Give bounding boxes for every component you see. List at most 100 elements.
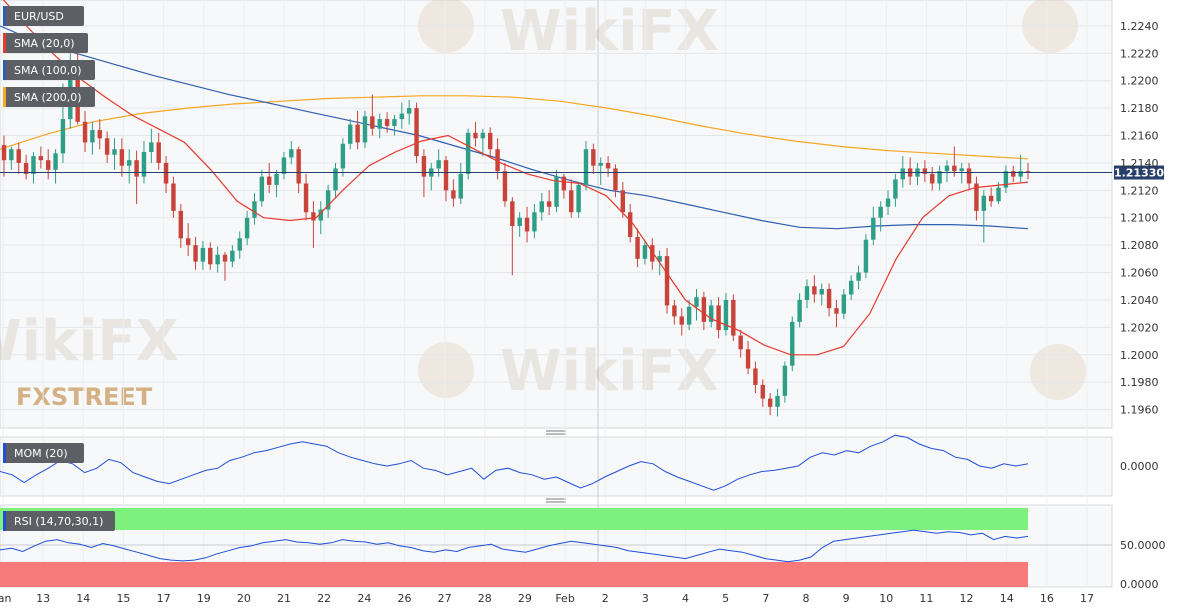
- candle-body: [480, 132, 486, 139]
- panel-resize-handle[interactable]: [546, 498, 566, 503]
- candle-body: [355, 124, 360, 143]
- watermark: WikiFX WikiFX WikiFX: [0, 0, 1086, 404]
- x-tick-label: 26: [397, 592, 411, 605]
- candle-body: [1025, 171, 1031, 173]
- candle-body: [871, 217, 876, 240]
- rsi-tick-label: 0.0000: [1120, 578, 1159, 591]
- candle-body: [819, 288, 824, 295]
- candle-body: [664, 256, 670, 306]
- legend-sma100[interactable]: SMA (100,0): [3, 60, 95, 80]
- svg-text:WikiFX: WikiFX: [500, 339, 719, 404]
- candle-body: [9, 149, 14, 161]
- candle-body: [303, 183, 309, 213]
- candle-body: [31, 156, 36, 174]
- candle-body: [495, 149, 500, 172]
- x-tick-label: 14: [1000, 592, 1014, 605]
- candle-body: [112, 149, 117, 155]
- mom-panel-bg: [0, 436, 1113, 497]
- candle-body: [348, 124, 353, 144]
- candle-body: [591, 149, 596, 166]
- x-tick-label: 15: [116, 592, 130, 605]
- candle-body: [760, 384, 766, 399]
- candle-body: [193, 245, 198, 262]
- candle-body: [517, 217, 522, 226]
- legend-sma200[interactable]: SMA (200,0): [3, 87, 95, 107]
- candle-body: [23, 162, 29, 174]
- candle-body: [443, 160, 449, 191]
- candle-body: [605, 162, 611, 169]
- candle-body: [406, 108, 412, 114]
- candle-body: [686, 306, 692, 325]
- candle-body: [266, 176, 272, 185]
- candle-body: [694, 297, 699, 307]
- x-tick-label: 5: [722, 592, 729, 605]
- x-tick-label: Jan: [0, 592, 12, 605]
- candle-body: [966, 168, 972, 184]
- candle-body: [38, 156, 44, 161]
- candle-body: [244, 217, 250, 239]
- candle-body: [82, 121, 88, 143]
- candle-body: [738, 335, 743, 350]
- x-tick-label: Feb: [555, 592, 574, 605]
- rsi-overbought-zone: [0, 508, 1028, 530]
- legend-mom[interactable]: MOM (20): [3, 443, 84, 463]
- sma100-line: [0, 25, 1029, 230]
- x-tick-label: 10: [879, 592, 893, 605]
- y-axis: 1.2240 1.2220 1.2200 1.2180 1.2160 1.2140 1.21…: [1120, 20, 1159, 417]
- x-tick-label: 7: [762, 592, 769, 605]
- x-tick-label: 2: [602, 592, 609, 605]
- candle-body: [922, 168, 928, 174]
- candle-body: [185, 238, 191, 246]
- y-tick-label: 1.2120: [1120, 184, 1159, 197]
- candle-body: [524, 217, 530, 232]
- candle-body: [252, 201, 257, 218]
- candle-body: [230, 250, 235, 262]
- candle-body: [709, 305, 714, 322]
- y-tick-label: 1.2040: [1120, 294, 1159, 307]
- legend-sma20[interactable]: SMA (20,0): [3, 33, 88, 53]
- x-tick-label: 3: [642, 592, 649, 605]
- candle-body: [885, 198, 891, 207]
- legend-rsi[interactable]: RSI (14,70,30,1): [3, 511, 115, 531]
- mom-layer: [0, 434, 1029, 491]
- x-tick-label: 9: [843, 592, 850, 605]
- candle-body: [745, 349, 751, 369]
- candle-body: [340, 143, 346, 169]
- candle-body: [90, 130, 95, 143]
- candle-body: [569, 190, 574, 213]
- candle-body: [672, 305, 677, 317]
- candle-body: [546, 201, 552, 207]
- y-tick-label: 1.2200: [1120, 75, 1159, 88]
- candle-body: [826, 288, 832, 309]
- candle-body: [930, 173, 935, 184]
- mom-tick-label: 0.0000: [1120, 460, 1159, 473]
- candle-body: [539, 201, 544, 213]
- candle-body: [650, 245, 655, 262]
- rsi-tick-label: 50.0000: [1120, 539, 1166, 552]
- candle-body: [532, 212, 537, 232]
- candle-body: [974, 183, 979, 211]
- x-tick-label: 21: [277, 592, 291, 605]
- legend-symbol[interactable]: EUR/USD: [3, 6, 84, 26]
- y-tick-label: 1.2000: [1120, 349, 1159, 362]
- candle-body: [996, 187, 1001, 202]
- candle-body: [200, 247, 206, 262]
- candle-body: [848, 280, 854, 295]
- candle-body: [399, 113, 405, 120]
- candle-body: [988, 195, 994, 202]
- candle-body: [1003, 171, 1009, 188]
- y-tick-label: 1.2020: [1120, 321, 1159, 334]
- sma200-layer: [0, 95, 1029, 160]
- x-tick-label: 24: [357, 592, 371, 605]
- panel-resize-handle[interactable]: [546, 430, 566, 435]
- candle-body: [937, 171, 942, 184]
- svg-text:RSI (14,70,30,1): RSI (14,70,30,1): [14, 515, 103, 528]
- candle-body: [731, 299, 736, 336]
- candle-body: [53, 153, 58, 170]
- y-tick-label: 1.2060: [1120, 267, 1159, 280]
- candle-body: [289, 149, 294, 158]
- x-tick-label: 12: [960, 592, 974, 605]
- svg-text:SMA (20,0): SMA (20,0): [14, 37, 75, 50]
- fxstreet-logo: FXSTREET: [16, 383, 153, 411]
- candle-body: [598, 162, 603, 166]
